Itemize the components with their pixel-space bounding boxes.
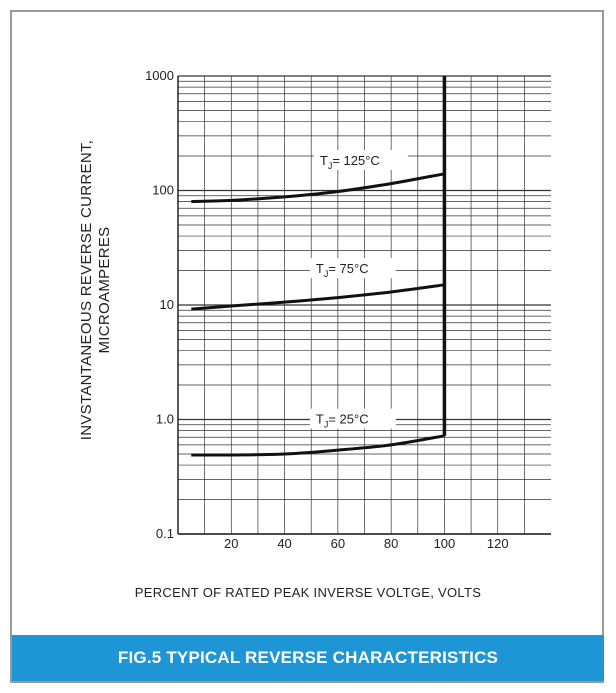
y-axis-label: INVSTANTANEOUS REVERSE CURRENT, MICROAMP… [78,139,113,441]
series-label: TJ= 125°C [320,153,380,171]
x-tick-label: 20 [224,536,238,551]
figure-frame [10,10,604,683]
x-tick-label: 120 [487,536,509,551]
x-axis-label: PERCENT OF RATED PEAK INVERSE VOLTGE, VO… [134,585,482,600]
x-tick-label: 100 [434,536,456,551]
y-tick-label: 10 [160,297,174,312]
axes [177,76,551,535]
series-label-bg [309,408,396,429]
series-curve-75 [191,283,445,311]
x-tick-label: 40 [277,536,291,551]
series-curve-25 [191,434,445,457]
x-tick-label: 80 [384,536,398,551]
curves [191,172,445,457]
y-tick-label: 1.0 [156,412,174,427]
y-tick-label: 1000 [145,68,174,83]
series-label: TJ= 25°C [316,412,369,430]
y-axis-label-wrap: INVSTANTANEOUS REVERSE CURRENT, MICROAMP… [66,100,126,480]
series-label: TJ= 75°C [316,261,369,279]
series-curve-125 [191,172,445,204]
series-label-bg [313,149,408,170]
x-tick-label: 60 [331,536,345,551]
y-tick-label: 100 [152,183,174,198]
series-label-bg [309,258,396,279]
figure-caption: FIG.5 TYPICAL REVERSE CHARACTERISTICS [12,635,604,681]
series-labels: TJ= 125°C TJ= 75°C TJ= 25°C [309,149,408,430]
tick-labels: 20 40 60 80 100 120 0.1 1.0 10 100 1000 [145,68,508,551]
y-tick-label: 0.1 [156,526,174,541]
